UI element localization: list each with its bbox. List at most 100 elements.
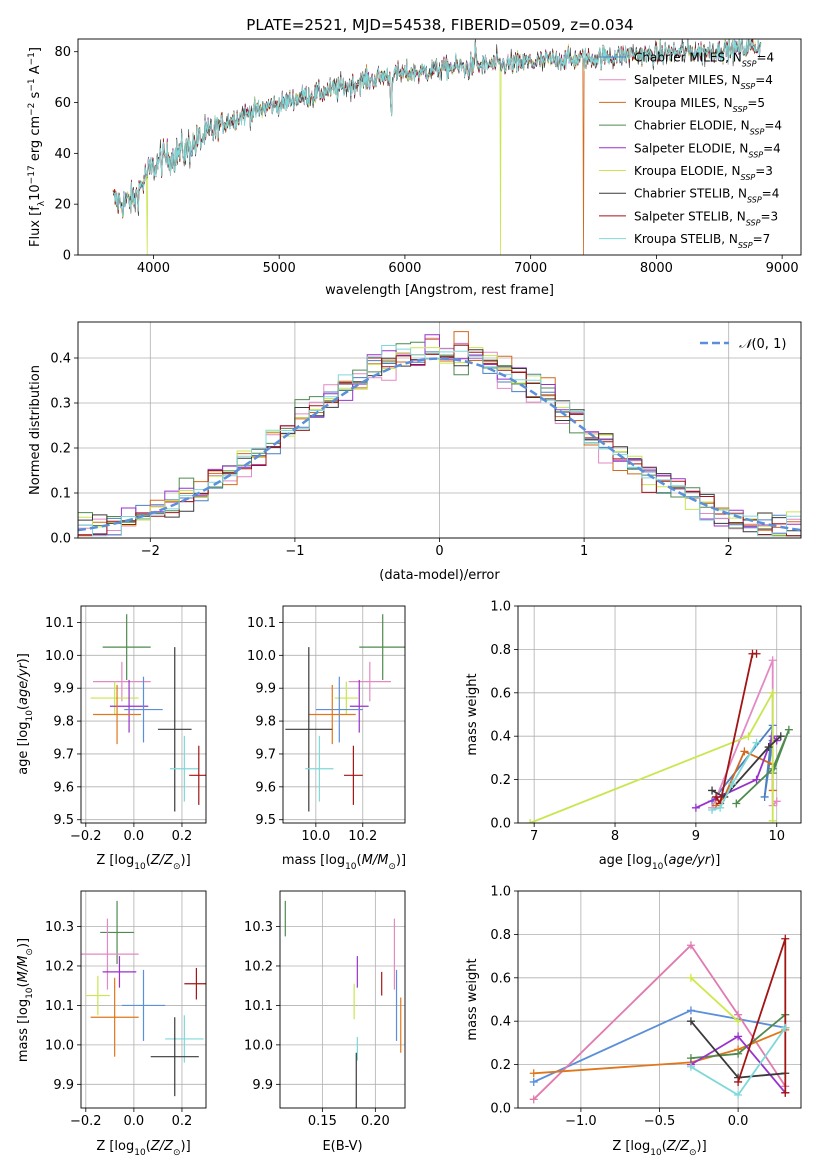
mass-weight-line-2 [533, 944, 787, 1100]
x-tick-label: −1.0 [565, 1114, 597, 1129]
y-tick-label: 9.6 [53, 780, 74, 795]
mass-weight-marker [686, 1017, 695, 1026]
y-tick-label: 10.1 [244, 999, 273, 1014]
x-tick-label: 7000 [514, 261, 547, 276]
y-tick-label: 0.4 [490, 730, 511, 745]
mass-weight-marker [526, 819, 535, 823]
mass-weight-line-4 [735, 728, 790, 805]
mass-weight-marker [781, 934, 790, 943]
mass-weight-marker [734, 1017, 743, 1026]
y-tick-label: 9.9 [252, 1078, 273, 1093]
y-tick-label: 10.0 [45, 1038, 74, 1053]
mass-weight-marker [732, 799, 741, 808]
mass-vs-ebv-panel: 0.15 0.20 9.9 10.0 10.1 10.2 10.3 E(B-V) [244, 890, 406, 1154]
x-tick-label: 0.0 [124, 829, 145, 844]
y-tick-label: 0.3 [50, 397, 71, 412]
axes-frame [77, 38, 802, 256]
y-tick-label: 0.8 [490, 643, 511, 658]
plot-area [285, 614, 405, 812]
legend-label: Salpeter STELIB, NSSP=3 [634, 209, 778, 227]
mass-weight-line-8 [737, 937, 787, 1093]
mass-vs-metallicity-panel: −0.2 0.0 0.2 9.9 10.0 10.1 10.2 10.3 Z [log10(Z/… [16, 890, 207, 1158]
axes-frame [282, 605, 406, 824]
mass-weight-marker [768, 688, 777, 697]
mass-weight-line-7 [711, 735, 782, 798]
x-tick-label: 6000 [388, 261, 421, 276]
mass-weight-marker [691, 803, 700, 812]
axes-frame [517, 890, 802, 1109]
y-tick-label: 10.0 [45, 649, 74, 664]
y-tick-label: 9.6 [255, 780, 276, 795]
legend-label: Kroupa MILES, NSSP=5 [634, 96, 765, 114]
legend-label: Salpeter MILES, NSSP=4 [634, 73, 773, 91]
y-axis-label: mass [log10(M/M⊙)] [16, 938, 35, 1062]
y-axis-label: Normed distribution [28, 365, 43, 495]
mass-weight-marker [686, 973, 695, 982]
y-tick-label: 80 [54, 45, 71, 60]
x-axis-label: mass [log10(M/M⊙)] [282, 853, 406, 872]
legend: Chabrier MILES, NSSP=4 Salpeter MILES, NS… [599, 51, 782, 250]
y-axis-label: Flux [fλ10−17 erg cm−2 s−1 A−1] [27, 47, 47, 247]
spectrum-panel: 4000 5000 6000 7000 8000 9000 0 20 40 60 80 wavelen… [27, 38, 802, 298]
y-tick-label: 9.8 [255, 715, 276, 730]
y-tick-label: 0.1 [50, 487, 71, 502]
legend-label: 𝒩(0, 1) [739, 337, 786, 352]
y-tick-label: 9.5 [53, 813, 74, 828]
x-tick-label: 8000 [640, 261, 673, 276]
mass-weight-marker [734, 1077, 743, 1086]
y-axis-label: mass weight [465, 673, 480, 755]
y-tick-label: 9.9 [255, 682, 276, 697]
y-tick-label: 10.0 [244, 1038, 273, 1053]
y-tick-label: 0.2 [50, 442, 71, 457]
y-tick-label: 0.0 [490, 817, 511, 832]
y-axis-label: age [log10(age/yr)] [16, 653, 35, 775]
mass-weight-line-9 [711, 742, 758, 811]
y-tick-label: 10.3 [244, 920, 273, 935]
x-axis-label: E(B-V) [322, 1139, 362, 1154]
mass-weight-marker [752, 738, 761, 747]
y-tick-label: 0.2 [490, 1058, 511, 1073]
plot-area [529, 934, 790, 1104]
normal-curve [78, 357, 801, 532]
y-tick-label: 0.8 [490, 928, 511, 943]
y-tick-label: 60 [54, 96, 71, 111]
y-tick-label: 9.9 [53, 682, 74, 697]
x-tick-label: −0.2 [70, 829, 102, 844]
y-tick-label: 10.1 [247, 616, 276, 631]
plot-area [526, 649, 793, 823]
y-tick-label: 20 [54, 198, 71, 213]
x-tick-label: 10 [768, 829, 785, 844]
mass-weight-marker [752, 649, 761, 658]
legend-label: Kroupa STELIB, NSSP=7 [634, 232, 770, 250]
y-tick-label: 1.0 [490, 885, 511, 900]
axes-frame [80, 890, 207, 1109]
mass-weight-marker [686, 941, 695, 950]
mass-weight-marker [768, 656, 777, 665]
y-tick-label: 1.0 [490, 600, 511, 615]
plot-area [284, 900, 402, 1108]
mass-weight-marker [712, 792, 721, 801]
x-axis-label: Z [log10(Z/Z⊙)] [96, 853, 190, 872]
x-tick-label: 1 [580, 544, 588, 559]
mass-weight-line-1 [711, 724, 774, 802]
x-axis-label: Z [log10(Z/Z⊙)] [612, 1139, 706, 1158]
mass-weight-line-1 [533, 1009, 786, 1083]
axes-frame [77, 321, 802, 539]
x-tick-label: 2 [725, 544, 733, 559]
mass-weight-marker [708, 805, 717, 814]
mass-weight-marker [734, 1049, 743, 1058]
figure-title: PLATE=2521, MJD=54538, FIBERID=0509, z=0… [246, 16, 633, 34]
mass-weight-marker [734, 1032, 743, 1041]
y-tick-label: 10.2 [45, 959, 74, 974]
mass-weight-marker [784, 725, 793, 734]
y-tick-label: 9.9 [53, 1078, 74, 1093]
mass-weight-marker [764, 743, 773, 752]
mass-weight-marker [734, 1090, 743, 1099]
mass-weight-marker [744, 732, 753, 741]
x-tick-label: 0.0 [728, 1114, 749, 1129]
mass-weight-vs-metallicity-panel: −1.0 −0.5 0.0 0.0 0.2 0.4 0.6 0.8 1.0 mass weight… [465, 885, 802, 1158]
y-tick-label: 9.7 [255, 747, 276, 762]
x-tick-label: 4000 [137, 261, 170, 276]
x-tick-label: 0.20 [361, 1114, 390, 1129]
